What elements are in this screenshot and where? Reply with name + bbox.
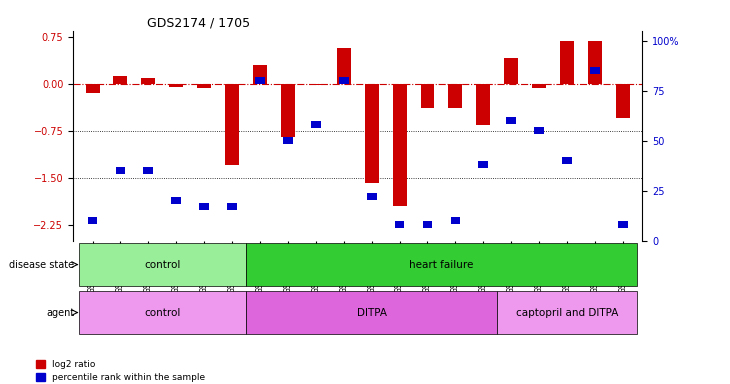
Bar: [281, 84, 295, 137]
FancyBboxPatch shape: [478, 161, 488, 169]
Bar: [588, 41, 602, 84]
FancyBboxPatch shape: [618, 221, 628, 228]
Bar: [420, 84, 434, 108]
Legend: log2 ratio, percentile rank within the sample: log2 ratio, percentile rank within the s…: [32, 356, 209, 384]
Bar: [113, 76, 128, 84]
FancyBboxPatch shape: [144, 167, 153, 174]
FancyBboxPatch shape: [115, 167, 126, 174]
Bar: [309, 84, 323, 85]
Bar: [169, 84, 183, 87]
Text: control: control: [144, 260, 180, 270]
Bar: [560, 41, 574, 84]
FancyBboxPatch shape: [423, 221, 432, 228]
FancyBboxPatch shape: [311, 121, 320, 128]
Bar: [477, 84, 491, 125]
Text: GDS2174 / 1705: GDS2174 / 1705: [147, 17, 250, 30]
Bar: [225, 84, 239, 166]
Bar: [393, 84, 407, 206]
FancyBboxPatch shape: [255, 77, 265, 84]
FancyBboxPatch shape: [395, 221, 404, 228]
FancyBboxPatch shape: [246, 243, 637, 286]
Bar: [448, 84, 462, 108]
Text: DITPA: DITPA: [357, 308, 387, 318]
FancyBboxPatch shape: [562, 157, 572, 164]
Text: agent: agent: [46, 308, 74, 318]
Text: captopril and DITPA: captopril and DITPA: [516, 308, 618, 318]
Bar: [365, 84, 379, 183]
Text: disease state: disease state: [9, 260, 74, 270]
FancyBboxPatch shape: [199, 203, 209, 210]
FancyBboxPatch shape: [283, 137, 293, 144]
FancyBboxPatch shape: [497, 291, 637, 334]
FancyBboxPatch shape: [339, 77, 349, 84]
Bar: [532, 84, 546, 88]
FancyBboxPatch shape: [172, 197, 181, 204]
FancyBboxPatch shape: [450, 217, 461, 224]
FancyBboxPatch shape: [534, 127, 544, 134]
FancyBboxPatch shape: [88, 217, 97, 224]
Bar: [616, 84, 630, 118]
FancyBboxPatch shape: [507, 117, 516, 124]
FancyBboxPatch shape: [79, 243, 246, 286]
FancyBboxPatch shape: [366, 193, 377, 200]
Bar: [337, 48, 350, 84]
Bar: [197, 84, 211, 88]
Bar: [504, 58, 518, 84]
Text: control: control: [144, 308, 180, 318]
FancyBboxPatch shape: [227, 203, 237, 210]
FancyBboxPatch shape: [590, 67, 600, 74]
FancyBboxPatch shape: [246, 291, 497, 334]
Bar: [253, 65, 267, 84]
Bar: [85, 84, 99, 93]
FancyBboxPatch shape: [79, 291, 246, 334]
Text: heart failure: heart failure: [410, 260, 474, 270]
Bar: [142, 78, 155, 84]
